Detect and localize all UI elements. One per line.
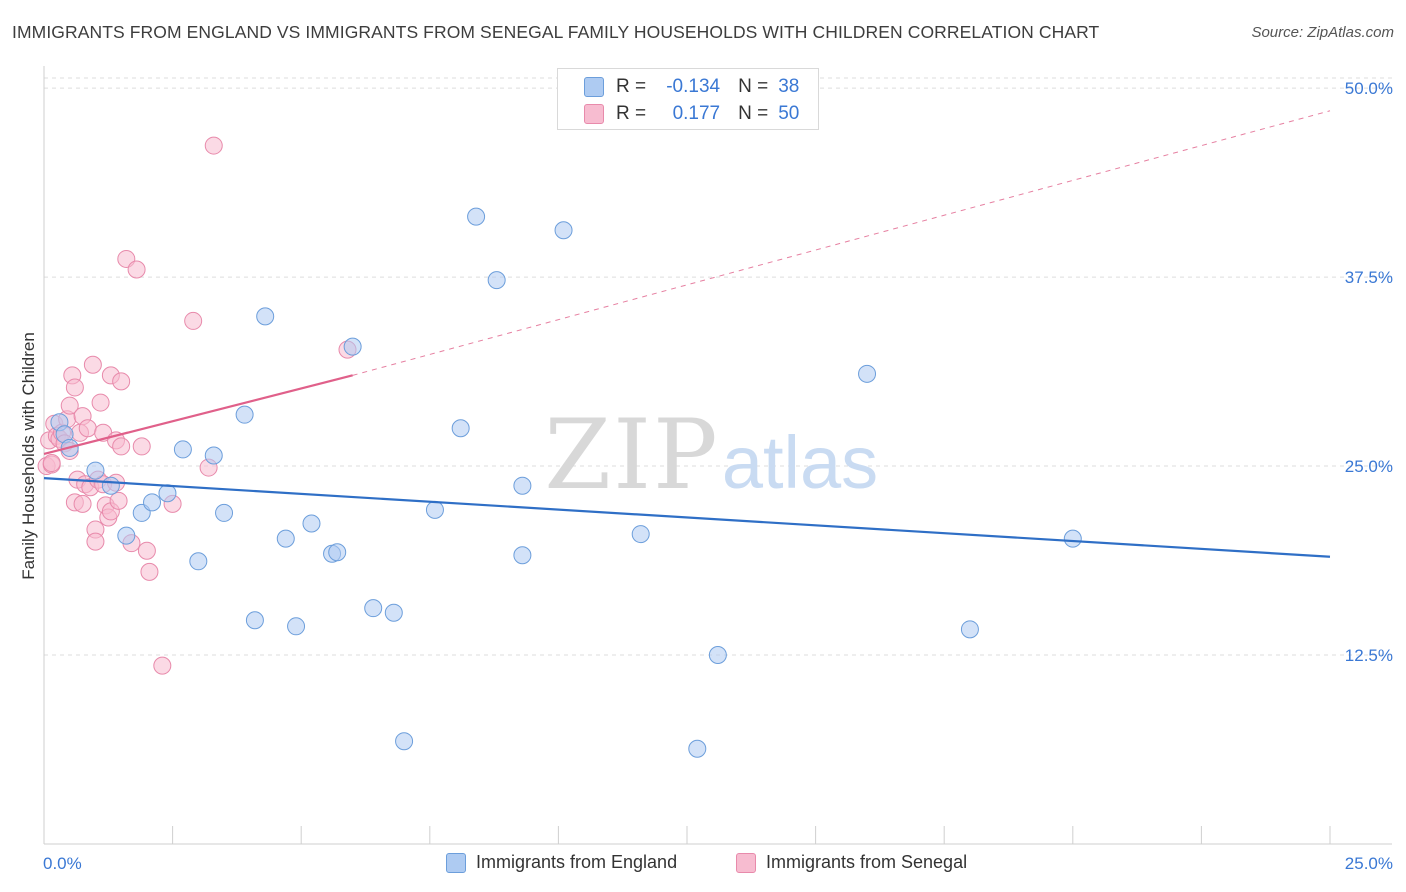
r-label: R = [616, 103, 647, 124]
senegal-point [137, 541, 156, 560]
watermark-zip: ZIP [544, 399, 719, 511]
england-point [101, 476, 120, 495]
y-tick-label: 12.5% [1345, 646, 1393, 665]
senegal-point [153, 656, 172, 675]
source-label: Source: ZipAtlas.com [1251, 24, 1394, 41]
england-legend-swatch [446, 852, 466, 873]
r-value: -0.134 [666, 76, 721, 97]
senegal-point [109, 491, 128, 510]
senegal-point [112, 372, 131, 391]
legend-item-england[interactable]: Immigrants from England [446, 852, 677, 873]
chart-title: IMMIGRANTS FROM ENGLAND VS IMMIGRANTS FR… [12, 22, 1100, 42]
series-england [50, 207, 1082, 758]
england-point [708, 646, 727, 665]
senegal-point [60, 396, 79, 415]
senegal-point [127, 260, 146, 279]
england-point [215, 503, 234, 522]
senegal-point [78, 419, 97, 438]
senegal-point [86, 532, 105, 551]
england-point [858, 364, 877, 383]
england-point [487, 271, 506, 290]
axes [43, 66, 1392, 845]
watermark: ZIP atlas [544, 399, 878, 511]
england-point [513, 476, 532, 495]
england-point [1063, 529, 1082, 548]
senegal-point [83, 355, 102, 374]
gridlines [44, 77, 1392, 656]
england-point [960, 620, 979, 639]
senegal-point [140, 562, 159, 581]
x-tick-label-max: 25.0% [1345, 854, 1393, 873]
england-trend-line [43, 477, 1331, 558]
senegal-point [65, 378, 84, 397]
legend-label-senegal: Immigrants from Senegal [766, 852, 968, 872]
england-point [143, 493, 162, 512]
england-point [287, 617, 306, 636]
stats-legend: R = -0.134 N = 38 R = 0.177 N = 50 [557, 68, 819, 130]
england-point [688, 739, 707, 758]
n-label: N = [738, 103, 769, 124]
england-point [384, 603, 403, 622]
senegal-point [73, 494, 92, 513]
england-point [256, 307, 275, 326]
r-value: 0.177 [672, 103, 721, 124]
england-point [343, 337, 362, 356]
y-tick-label: 50.0% [1345, 79, 1393, 98]
n-value: 38 [778, 76, 800, 97]
england-swatch [584, 77, 604, 97]
england-point [467, 207, 486, 226]
series-senegal [37, 136, 357, 675]
england-point [364, 599, 383, 618]
stats-row-senegal: R = 0.177 N = 50 [558, 100, 799, 128]
england-point [554, 221, 573, 240]
england-point [86, 461, 105, 480]
senegal-point [184, 311, 203, 330]
y-tick-label: 25.0% [1345, 457, 1393, 476]
y-axis-label: Family Households with Children [19, 332, 38, 580]
n-value: 50 [778, 103, 800, 124]
england-point [302, 514, 321, 533]
senegal-swatch [584, 104, 604, 124]
senegal-point [204, 136, 223, 155]
senegal-point [91, 393, 110, 412]
y-tick-label: 37.5% [1345, 268, 1393, 287]
england-point [395, 732, 414, 751]
senegal-legend-swatch [736, 852, 756, 873]
england-point [451, 419, 470, 438]
england-point [117, 526, 136, 545]
senegal-point [112, 437, 131, 456]
england-point [173, 440, 192, 459]
trend-lines [43, 110, 1331, 558]
senegal-trend-extension [352, 110, 1331, 376]
england-point [189, 552, 208, 571]
england-point [235, 405, 254, 424]
stats-row-england: R = -0.134 N = 38 [558, 73, 799, 101]
r-label: R = [616, 76, 647, 97]
england-point [425, 500, 444, 519]
england-point [245, 611, 264, 630]
senegal-trend-line [43, 374, 353, 456]
watermark-atlas: atlas [722, 421, 878, 504]
legend-item-senegal[interactable]: Immigrants from Senegal [736, 852, 967, 873]
n-label: N = [738, 76, 769, 97]
tick-labels: 12.5% 25.0% 37.5% 50.0% 0.0% 25.0% [43, 79, 1393, 873]
england-point [204, 446, 223, 465]
england-point [158, 484, 177, 503]
bottom-legend: Immigrants from England Immigrants from … [0, 852, 1406, 878]
x-tick-label-min: 0.0% [43, 854, 82, 873]
england-point [276, 529, 295, 548]
england-point [513, 546, 532, 565]
senegal-point [42, 454, 61, 473]
england-point [631, 525, 650, 544]
senegal-point [132, 437, 151, 456]
england-point [328, 543, 347, 562]
legend-label-england: Immigrants from England [476, 852, 678, 872]
